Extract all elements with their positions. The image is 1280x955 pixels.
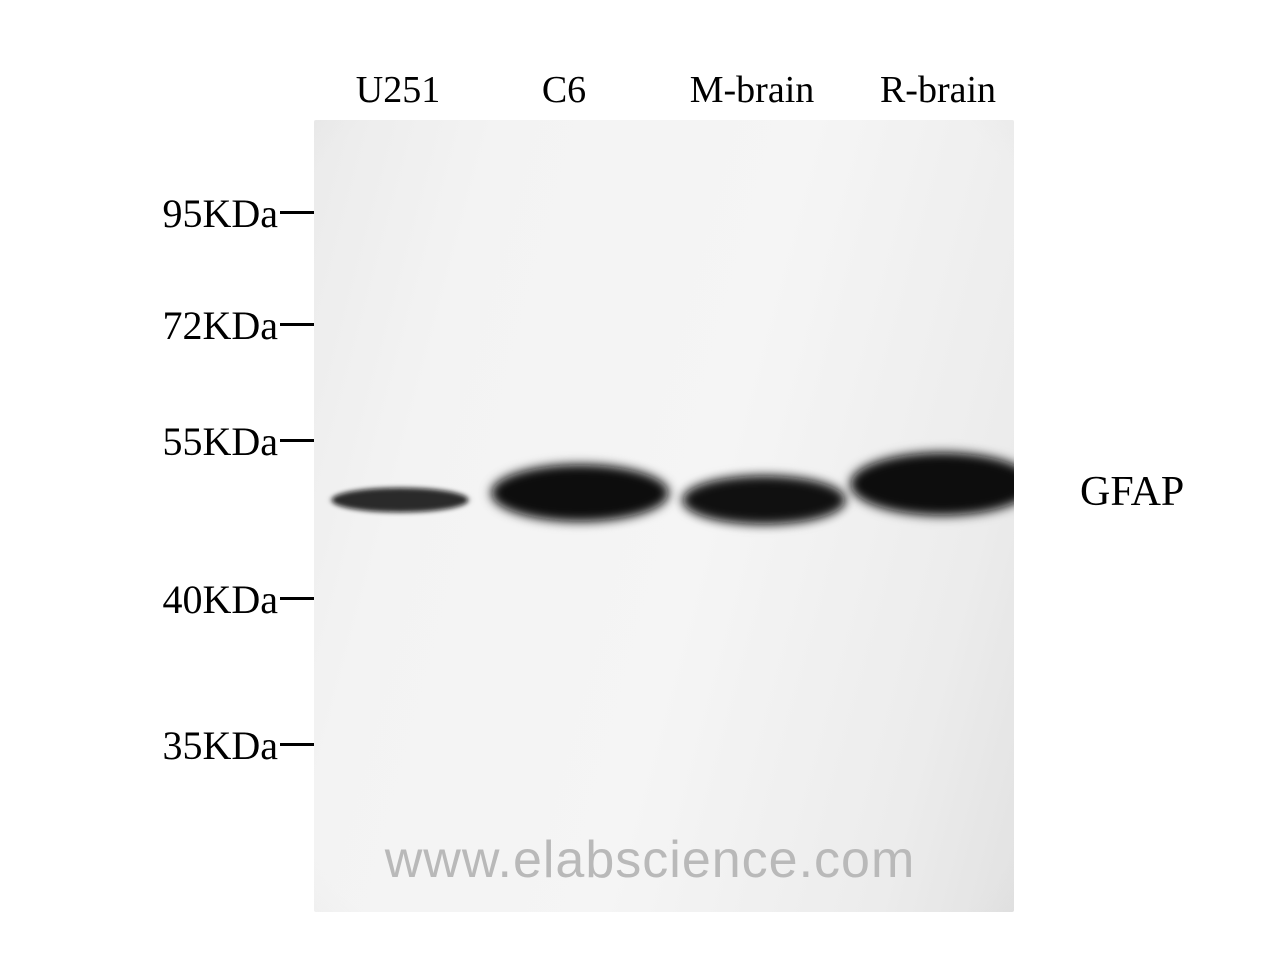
- lane-label: C6: [542, 68, 586, 112]
- blot-band: [472, 445, 688, 541]
- lane-label: R-brain: [880, 68, 996, 112]
- watermark-text: www.elabscience.com: [385, 830, 916, 890]
- mw-marker-tick: [280, 439, 314, 442]
- lane-label: M-brain: [690, 68, 815, 112]
- mw-marker-label: 55KDa: [162, 418, 278, 465]
- blot-band: [831, 433, 1014, 535]
- blot-band: [314, 468, 488, 532]
- mw-marker-label: 72KDa: [162, 302, 278, 349]
- mw-marker-label: 95KDa: [162, 190, 278, 237]
- mw-marker-tick: [280, 743, 314, 746]
- bands-layer: [314, 120, 1014, 912]
- mw-marker-tick: [280, 323, 314, 326]
- mw-marker-tick: [280, 211, 314, 214]
- lane-label: U251: [356, 68, 440, 112]
- blot-membrane: [314, 120, 1014, 912]
- mw-marker-label: 40KDa: [162, 576, 278, 623]
- target-protein-label: GFAP: [1080, 468, 1184, 516]
- mw-marker-tick: [280, 597, 314, 600]
- mw-marker-label: 35KDa: [162, 722, 278, 769]
- blot-canvas: U251 C6 M-brain R-brain 95KDa 72KDa 55KDa 40KD…: [0, 0, 1280, 955]
